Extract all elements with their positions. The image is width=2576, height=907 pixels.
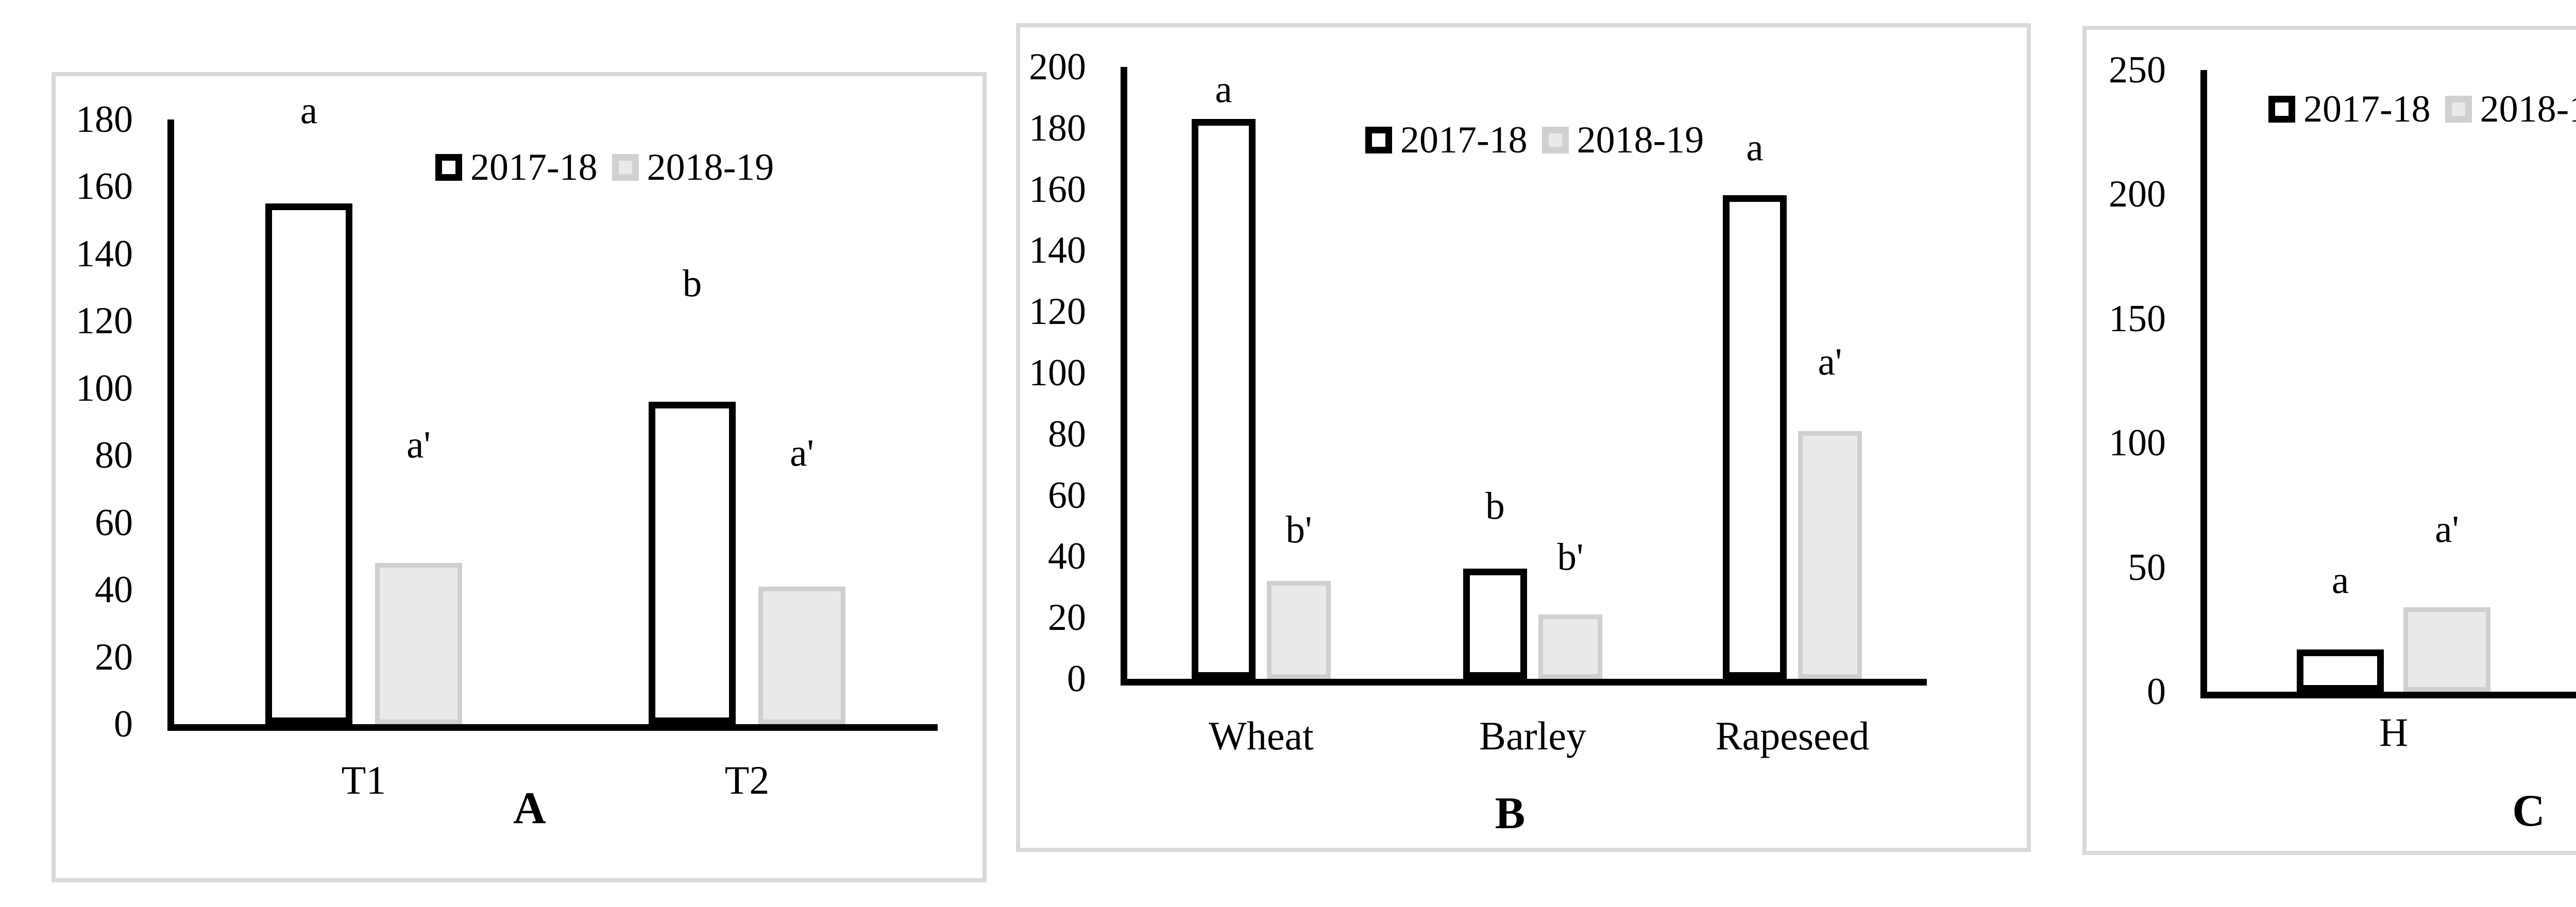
y-tick-label: 160 xyxy=(1029,168,1086,211)
legend-swatch-2017-18 xyxy=(2268,96,2295,123)
y-axis-line xyxy=(2200,70,2207,698)
legend-label: 2017-18 xyxy=(1400,119,1528,161)
x-axis-line xyxy=(167,724,938,731)
sig-letter: b xyxy=(1485,485,1505,528)
bar-2017-18-T1 xyxy=(265,203,352,724)
y-tick-label: 0 xyxy=(2147,671,2166,713)
y-tick-label: 20 xyxy=(1048,596,1086,639)
panel-letter: B xyxy=(1495,789,1526,838)
y-tick-label: 120 xyxy=(1029,290,1086,333)
legend-item-2018-19: 2018-19 xyxy=(612,148,774,186)
sig-letter: b xyxy=(682,262,702,305)
bar-2017-18-Rapeseed xyxy=(1723,195,1787,679)
legend-item-2017-18: 2017-18 xyxy=(2268,90,2431,128)
panel-A: 0 20 40 60 80 100 120 140 160 180 a a' T1 b a' T2 2017-1… xyxy=(52,72,987,882)
y-tick-label: 180 xyxy=(1029,107,1086,149)
sig-letter: b' xyxy=(1557,536,1584,579)
sig-letter: a xyxy=(300,89,318,132)
bar-2017-18-Barley xyxy=(1463,569,1527,679)
x-tick-label: H xyxy=(2379,710,2409,755)
y-tick-label: 150 xyxy=(2109,297,2166,340)
x-tick-label: Wheat xyxy=(1209,713,1314,758)
y-tick-label: 100 xyxy=(76,367,133,409)
panel-letter: C xyxy=(2512,786,2545,836)
x-tick-label: T2 xyxy=(724,758,770,802)
x-tick-label: Barley xyxy=(1479,713,1586,758)
y-axis-line xyxy=(167,119,174,731)
bar-2018-19-Rapeseed xyxy=(1798,431,1862,679)
y-tick-label: 20 xyxy=(95,636,133,678)
legend: 2017-18 2018-19 xyxy=(1365,121,1704,159)
bar-2017-18-Wheat xyxy=(1192,118,1256,679)
bar-2018-19-T2 xyxy=(758,586,845,724)
y-tick-label: 200 xyxy=(2109,173,2166,216)
y-tick-label: 0 xyxy=(114,703,133,745)
x-tick-label: Rapeseed xyxy=(1715,713,1870,758)
y-tick-label: 100 xyxy=(1029,352,1086,394)
bar-2018-19-H xyxy=(2403,607,2490,692)
y-tick-label: 160 xyxy=(76,165,133,208)
legend-swatch-2017-18 xyxy=(1365,127,1392,153)
legend-item-2017-18: 2017-18 xyxy=(435,148,598,186)
bar-2018-19-Wheat xyxy=(1267,580,1331,679)
y-tick-label: 40 xyxy=(1048,535,1086,578)
sig-letter: b' xyxy=(1285,508,1312,552)
legend-label: 2017-18 xyxy=(2303,88,2431,130)
sig-letter: a' xyxy=(1818,340,1842,384)
y-tick-label: 200 xyxy=(1029,46,1086,88)
y-tick-label: 50 xyxy=(2128,546,2166,589)
y-tick-label: 60 xyxy=(1048,474,1086,517)
y-tick-label: 140 xyxy=(1029,229,1086,272)
legend-swatch-2018-19 xyxy=(612,154,639,181)
sig-letter: a' xyxy=(406,423,431,467)
x-axis-line xyxy=(2200,692,2576,698)
bar-2018-19-T1 xyxy=(375,562,462,724)
y-tick-label: 80 xyxy=(95,434,133,477)
y-tick-label: 40 xyxy=(95,569,133,611)
y-tick-label: 120 xyxy=(76,300,133,343)
panel-B: 0 20 40 60 80 100 120 140 160 180 200 a b' Wheat b b' Ba… xyxy=(1016,23,2031,852)
sig-letter: a xyxy=(1746,126,1764,169)
legend-swatch-2018-19 xyxy=(1541,127,1569,153)
bar-2017-18-H xyxy=(2297,649,2384,692)
y-axis-line xyxy=(1121,67,1127,686)
legend-swatch-2017-18 xyxy=(435,154,462,181)
legend: 2017-18 2018-19 xyxy=(2268,90,2576,128)
legend-item-2017-18: 2017-18 xyxy=(1365,121,1528,159)
y-tick-label: 140 xyxy=(76,232,133,275)
legend-label: 2018-19 xyxy=(1577,119,1704,161)
y-tick-label: 60 xyxy=(95,501,133,544)
legend-swatch-2018-19 xyxy=(2445,96,2472,123)
y-tick-label: 250 xyxy=(2109,49,2166,91)
legend-label: 2017-18 xyxy=(470,146,598,189)
y-tick-label: 180 xyxy=(76,98,133,141)
panel-letter: A xyxy=(513,783,546,833)
legend-item-2018-19: 2018-19 xyxy=(1541,119,1704,161)
x-axis-line xyxy=(1121,679,1927,686)
sig-letter: a xyxy=(1215,68,1232,111)
legend-label: 2018-19 xyxy=(647,146,774,189)
sig-letter: a' xyxy=(2435,508,2459,551)
y-tick-label: 100 xyxy=(2109,422,2166,465)
bar-2018-19-Barley xyxy=(1538,614,1602,679)
legend: 2017-18 2018-19 xyxy=(435,148,774,186)
sig-letter: a' xyxy=(790,432,814,475)
sig-letter: a xyxy=(2331,559,2349,602)
y-tick-label: 0 xyxy=(1067,658,1086,700)
legend-item-2018-19: 2018-19 xyxy=(2445,90,2576,128)
y-tick-label: 80 xyxy=(1048,413,1086,455)
bar-2017-18-T2 xyxy=(649,401,736,724)
x-tick-label: T1 xyxy=(341,758,386,802)
legend-label: 2018-19 xyxy=(2480,88,2576,130)
